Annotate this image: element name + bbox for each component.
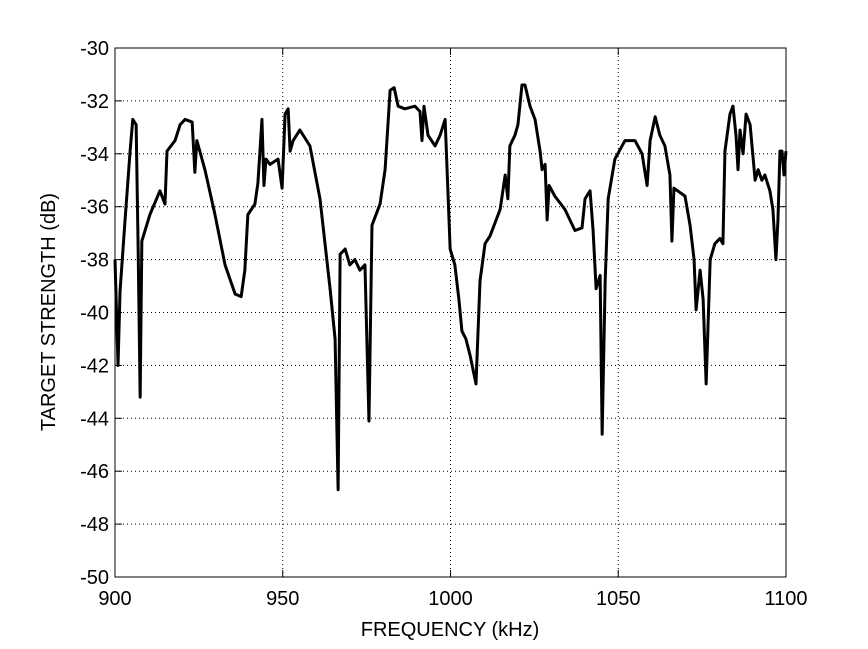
- plot-frame: [114, 47, 787, 578]
- y-tick-label: -42: [80, 355, 109, 377]
- y-axis-label: TARGET STRENGTH (dB): [38, 193, 60, 431]
- y-tick-label: -30: [80, 38, 109, 60]
- x-tick-label: 1000: [428, 588, 473, 610]
- y-tick-label: -36: [80, 197, 109, 219]
- y-tick-label: -50: [80, 567, 109, 589]
- x-tick-label: 1050: [596, 588, 641, 610]
- y-tick-label: -32: [80, 91, 109, 113]
- data-line: [113, 83, 788, 492]
- y-tick-label: -40: [80, 303, 109, 325]
- y-tick-label: -34: [80, 144, 109, 166]
- y-tick-label: -44: [80, 408, 109, 430]
- x-tick-label: 1100: [764, 588, 807, 610]
- y-tick-label: -46: [80, 461, 109, 483]
- x-axis-label: FREQUENCY (kHz): [361, 619, 540, 641]
- x-tick-label: 900: [98, 588, 131, 610]
- y-tick-label: -38: [80, 250, 109, 272]
- y-tick-label: -48: [80, 514, 109, 536]
- x-tick-label: 950: [266, 588, 299, 610]
